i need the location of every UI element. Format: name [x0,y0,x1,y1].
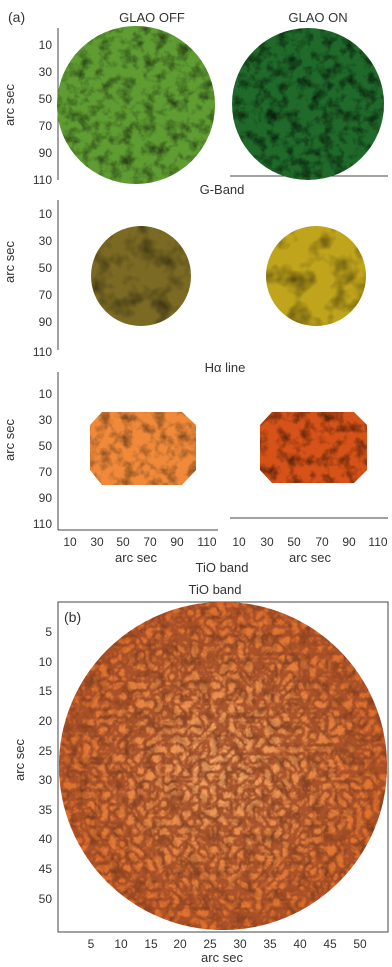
x-tick: 90 [170,535,184,549]
y-tick: 50 [39,892,53,906]
x-tick: 30 [260,535,274,549]
halpha-ylabel: arc sec [2,241,17,283]
x-ticks-glao-off: 10 30 50 70 90 110 [63,535,217,549]
x-tick: 25 [203,937,217,951]
x-tick: 10 [232,535,246,549]
gband-off-image [57,26,215,184]
y-tick: 10 [39,387,53,401]
panel-b-y-ticks: 5 10 15 20 25 30 35 40 45 50 [39,625,53,906]
xlabel-glao-off: arc sec [115,550,157,565]
x-tick: 70 [315,535,329,549]
x-tick: 20 [173,937,187,951]
panel-b-ylabel: arc sec [12,739,27,781]
y-tick: 50 [39,439,53,453]
y-tick: 10 [39,38,53,52]
y-tick: 10 [39,655,53,669]
y-tick: 40 [39,832,53,846]
column-title-glao-on: GLAO ON [288,10,347,25]
x-tick: 50 [353,937,367,951]
y-tick: 110 [33,173,52,187]
panel-b-xlabel: arc sec [201,950,243,965]
panel-b-label: (b) [64,609,81,625]
y-tick: 15 [39,684,53,698]
tio-ylabel: arc sec [2,419,17,461]
xlabel-glao-on: arc sec [289,550,331,565]
x-tick: 50 [287,535,301,549]
tio-off-image [90,412,196,485]
x-tick: 5 [88,937,95,951]
y-tick: 70 [39,465,53,479]
x-tick: 30 [233,937,247,951]
column-title-glao-off: GLAO OFF [119,10,185,25]
x-tick: 45 [323,937,337,951]
y-tick: 90 [39,491,53,505]
y-tick: 90 [39,315,53,329]
y-tick: 30 [39,65,53,79]
x-tick: 40 [293,937,307,951]
y-tick: 30 [39,234,53,248]
tio-y-ticks: 10 30 50 70 90 110 [33,387,52,531]
y-tick: 5 [45,625,52,639]
halpha-y-ticks: 10 30 50 70 90 110 [33,207,52,359]
tio-large-image [59,602,387,930]
y-tick: 90 [39,146,53,160]
tio-on-image [260,412,367,483]
y-tick: 70 [39,288,53,302]
y-tick: 50 [39,261,53,275]
panel-a-label: (a) [8,9,25,25]
panel-b-x-ticks: 5 10 15 20 25 30 35 40 45 50 [88,937,367,951]
y-tick: 50 [39,92,53,106]
row-label-gband: G-Band [200,182,245,197]
y-tick: 20 [39,714,53,728]
gband-ylabel: arc sec [2,84,17,126]
x-tick: 110 [368,535,387,549]
y-tick: 45 [39,862,53,876]
y-tick: 70 [39,119,53,133]
y-tick: 25 [39,744,53,758]
row-label-halpha: Hα line [205,360,246,375]
panel-b-title: TiO band [189,582,242,597]
halpha-off-image [91,226,191,326]
y-tick: 30 [39,413,53,427]
halpha-on-image [266,226,366,326]
y-tick: 35 [39,803,53,817]
x-tick: 110 [197,535,216,549]
x-tick: 10 [63,535,77,549]
x-tick: 50 [116,535,130,549]
gband-on-image [232,28,384,180]
gband-y-ticks: 10 30 50 70 90 110 [33,38,52,187]
x-tick: 15 [144,937,158,951]
x-tick: 70 [143,535,157,549]
x-tick: 35 [263,937,277,951]
x-tick: 30 [90,535,104,549]
x-tick: 90 [342,535,356,549]
y-tick: 30 [39,773,53,787]
row-label-tio: TiO band [196,560,249,575]
y-tick: 110 [33,345,52,359]
x-ticks-glao-on: 10 30 50 70 90 110 [232,535,388,549]
x-tick: 10 [114,937,128,951]
y-tick: 110 [33,517,52,531]
y-tick: 10 [39,207,53,221]
